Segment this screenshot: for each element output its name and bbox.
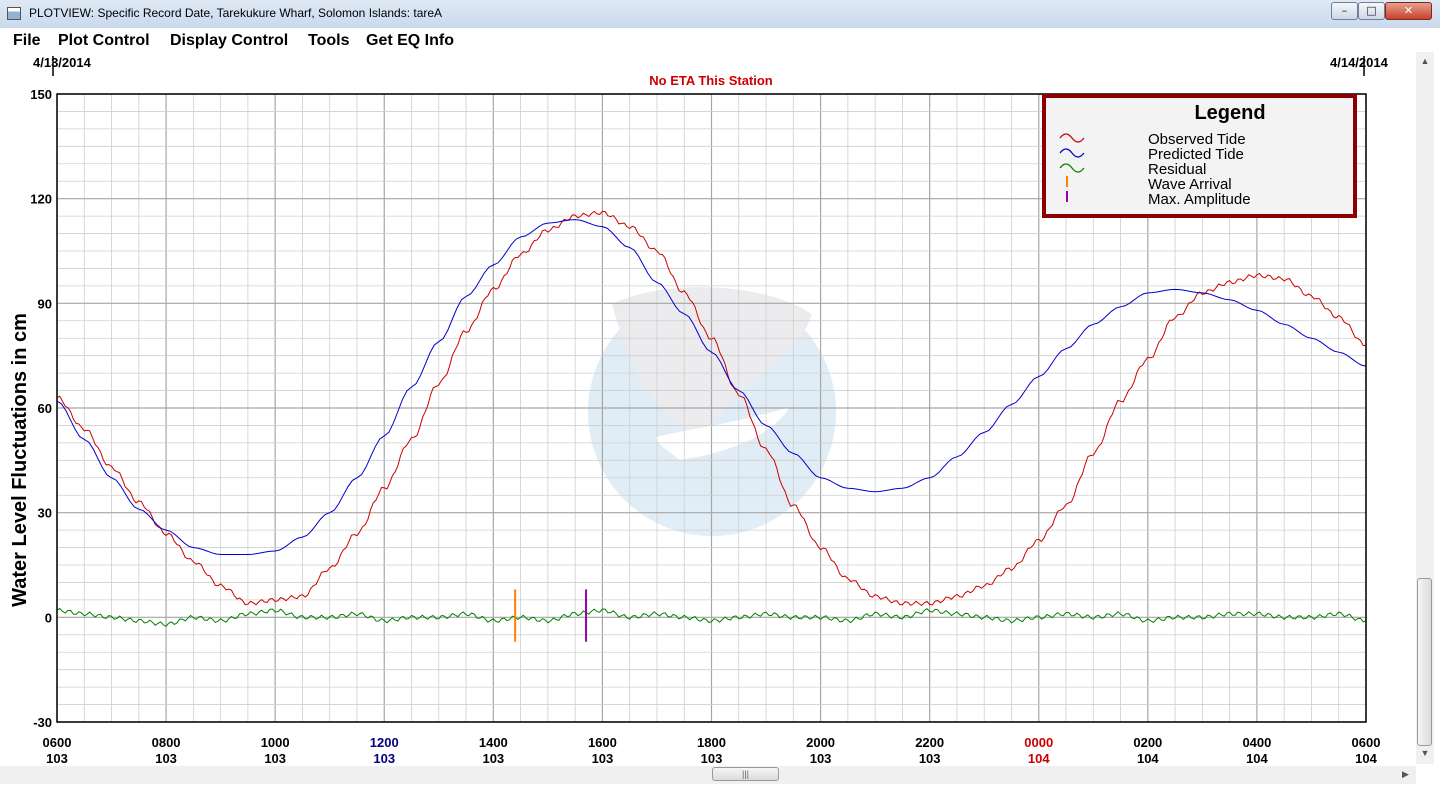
residual-line xyxy=(56,607,1367,627)
start-date-label: 4/13/2014 xyxy=(33,55,92,70)
x-tick-time-label: 0800 xyxy=(152,735,181,750)
legend-swatch-wave-icon xyxy=(1059,148,1085,158)
y-tick-label: 150 xyxy=(30,87,52,102)
menu-plot-control[interactable]: Plot Control xyxy=(58,32,150,49)
x-tick-day-label: 103 xyxy=(592,751,614,766)
legend-entry-label: Residual xyxy=(1148,161,1206,178)
y-tick-label: 0 xyxy=(45,610,52,625)
x-tick-time-label: 0400 xyxy=(1242,735,1271,750)
x-tick-time-label: 1600 xyxy=(588,735,617,750)
x-tick-time-label: 1200 xyxy=(370,735,399,750)
y-axis-ticks: -30 0 30 60 90 120 150 xyxy=(30,87,52,730)
series-layer xyxy=(56,210,1367,627)
x-tick-day-label: 103 xyxy=(264,751,286,766)
x-tick-day-label: 103 xyxy=(701,751,723,766)
x-tick-day-label: 104 xyxy=(1137,751,1159,766)
x-tick-time-label: 0600 xyxy=(43,735,72,750)
x-tick-time-label: 1000 xyxy=(261,735,290,750)
menu-tools[interactable]: Tools xyxy=(308,32,350,49)
legend-entry-label: Wave Arrival xyxy=(1148,176,1232,193)
x-tick-time-label: 2200 xyxy=(915,735,944,750)
window-title: PLOTVIEW: Specific Record Date, Tarekuku… xyxy=(29,6,443,20)
maximize-button[interactable]: □ xyxy=(1358,2,1385,20)
x-tick-day-label: 104 xyxy=(1355,751,1377,766)
menu-file[interactable]: File xyxy=(13,32,41,49)
y-tick-label: 90 xyxy=(38,296,52,311)
scroll-right-arrow-icon[interactable]: ▶ xyxy=(1402,769,1409,779)
x-axis-ticks: 0600103080010310001031200103140010316001… xyxy=(43,735,1381,766)
y-tick-label: 120 xyxy=(30,192,52,207)
y-tick-label: 60 xyxy=(38,401,52,416)
vertical-scroll-thumb[interactable] xyxy=(1417,578,1432,746)
x-tick-time-label: 0600 xyxy=(1352,735,1381,750)
title-bar: PLOTVIEW: Specific Record Date, Tarekuku… xyxy=(0,0,1440,29)
x-tick-day-label: 103 xyxy=(46,751,68,766)
observed-tide-line xyxy=(56,210,1367,607)
y-tick-label: -30 xyxy=(33,715,52,730)
x-tick-time-label: 1800 xyxy=(697,735,726,750)
scroll-down-arrow-icon[interactable]: ▼ xyxy=(1420,748,1430,758)
x-tick-time-label: 2000 xyxy=(806,735,835,750)
legend-swatch-wave-icon xyxy=(1059,133,1085,143)
legend-entry-label: Predicted Tide xyxy=(1148,146,1244,163)
legend-entry-label: Max. Amplitude xyxy=(1148,191,1251,208)
minimize-button[interactable]: – xyxy=(1331,2,1358,20)
legend-title: Legend xyxy=(1194,102,1265,124)
x-tick-day-label: 103 xyxy=(810,751,832,766)
app-icon xyxy=(7,7,21,20)
menu-bar: File Plot Control Display Control Tools … xyxy=(0,28,1440,52)
x-tick-day-label: 104 xyxy=(1246,751,1268,766)
predicted-tide-line xyxy=(56,219,1367,555)
eta-label: No ETA This Station xyxy=(649,73,773,88)
legend-box xyxy=(1042,94,1357,218)
menu-display-control[interactable]: Display Control xyxy=(170,32,289,49)
x-tick-day-label: 103 xyxy=(373,751,395,766)
x-tick-time-label: 1400 xyxy=(479,735,508,750)
y-axis-label: Water Level Fluctuations in cm xyxy=(9,313,31,607)
marker-layer xyxy=(514,589,588,642)
x-tick-time-label: 0200 xyxy=(1133,735,1162,750)
end-date-label: 4/14/2014 xyxy=(1330,55,1389,70)
menu-get-eq-info[interactable]: Get EQ Info xyxy=(366,32,454,49)
legend-entry-label: Observed Tide xyxy=(1148,131,1246,148)
legend-swatch-wave-icon xyxy=(1059,163,1085,173)
horizontal-scroll-thumb[interactable]: ||| xyxy=(712,767,779,781)
horizontal-scrollbar[interactable] xyxy=(0,766,1416,784)
x-tick-time-label: 0000 xyxy=(1024,735,1053,750)
plot-frame xyxy=(56,93,1367,723)
x-tick-day-label: 103 xyxy=(919,751,941,766)
y-tick-label: 30 xyxy=(38,506,52,521)
scroll-up-arrow-icon[interactable]: ▲ xyxy=(1420,56,1430,66)
x-tick-day-label: 103 xyxy=(155,751,177,766)
close-button[interactable]: ✕ xyxy=(1385,2,1432,20)
x-tick-day-label: 104 xyxy=(1028,751,1050,766)
x-tick-day-label: 103 xyxy=(482,751,504,766)
